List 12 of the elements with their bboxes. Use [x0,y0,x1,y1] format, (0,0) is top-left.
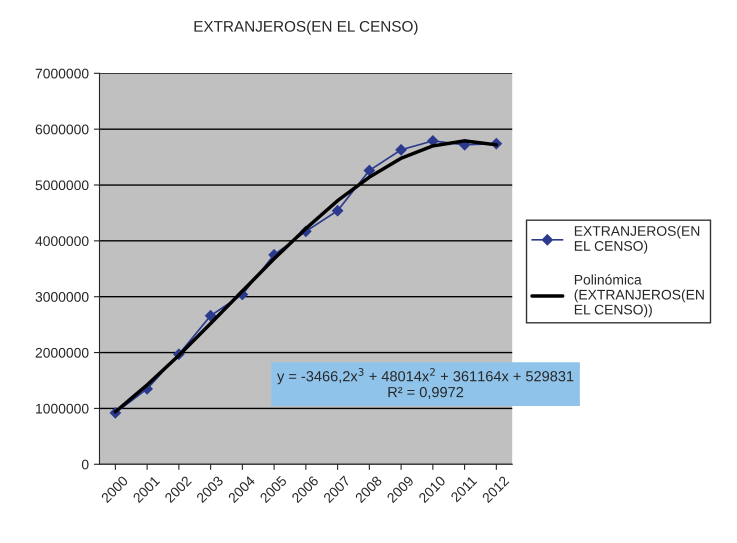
y-tick-label: 6000000 [36,124,89,134]
annotation: y = -3466,2x$^{3}$ + 48014x$^{2}$ + 361164x + 529831 R² = 0,9972 [277,368,574,399]
y-tick-label: 3000000 [36,292,89,302]
y-tick-label: 1000000 [36,404,89,414]
y-tick-label: 2000000 [36,348,89,358]
y-tick-label: 5000000 [36,180,89,190]
legend-label: Polinómica (EXTRANJEROS(EN EL CENSO)) [574,274,704,318]
y-tick-label: 7000000 [36,68,89,78]
legend-label: EXTRANJEROS(EN EL CENSO) [574,226,700,254]
chart-title: EXTRANJEROS(EN EL CENSO) [194,20,418,35]
y-tick-label: 4000000 [35,236,89,246]
y-tick-label: 0 [82,460,89,470]
